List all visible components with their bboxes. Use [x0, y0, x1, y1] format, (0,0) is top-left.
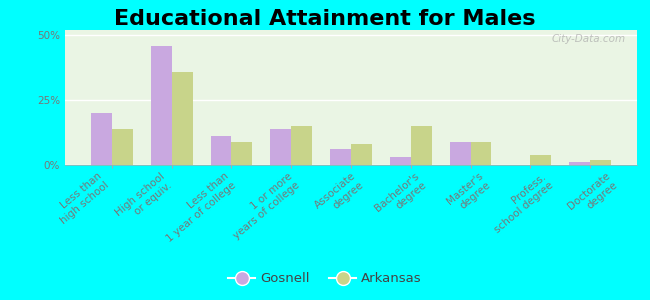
- Bar: [330, 149, 351, 165]
- Text: 1 or more
years of college: 1 or more years of college: [224, 171, 302, 241]
- Text: High school
or equiv.: High school or equiv.: [114, 171, 174, 227]
- Bar: [390, 157, 411, 165]
- Text: Master's
degree: Master's degree: [445, 171, 492, 216]
- Text: City-Data.com: City-Data.com: [551, 34, 625, 44]
- Bar: [411, 126, 432, 165]
- Bar: [151, 46, 172, 165]
- Bar: [231, 142, 252, 165]
- Bar: [351, 144, 372, 165]
- Bar: [211, 136, 231, 165]
- Bar: [450, 142, 471, 165]
- Legend: Gosnell, Arkansas: Gosnell, Arkansas: [223, 267, 427, 290]
- Bar: [590, 160, 611, 165]
- Text: Less than
high school: Less than high school: [51, 171, 111, 226]
- Bar: [530, 154, 551, 165]
- Text: Educational Attainment for Males: Educational Attainment for Males: [114, 9, 536, 29]
- Bar: [91, 113, 112, 165]
- Bar: [291, 126, 312, 165]
- Text: Doctorate
degree: Doctorate degree: [566, 171, 619, 221]
- Text: Bachelor's
degree: Bachelor's degree: [373, 171, 428, 223]
- Bar: [112, 129, 133, 165]
- Text: Less than
1 year of college: Less than 1 year of college: [157, 171, 238, 244]
- Bar: [172, 71, 192, 165]
- Bar: [569, 162, 590, 165]
- Bar: [270, 129, 291, 165]
- Text: Profess.
school degree: Profess. school degree: [486, 171, 556, 235]
- Bar: [471, 142, 491, 165]
- Text: Associate
degree: Associate degree: [313, 171, 365, 220]
